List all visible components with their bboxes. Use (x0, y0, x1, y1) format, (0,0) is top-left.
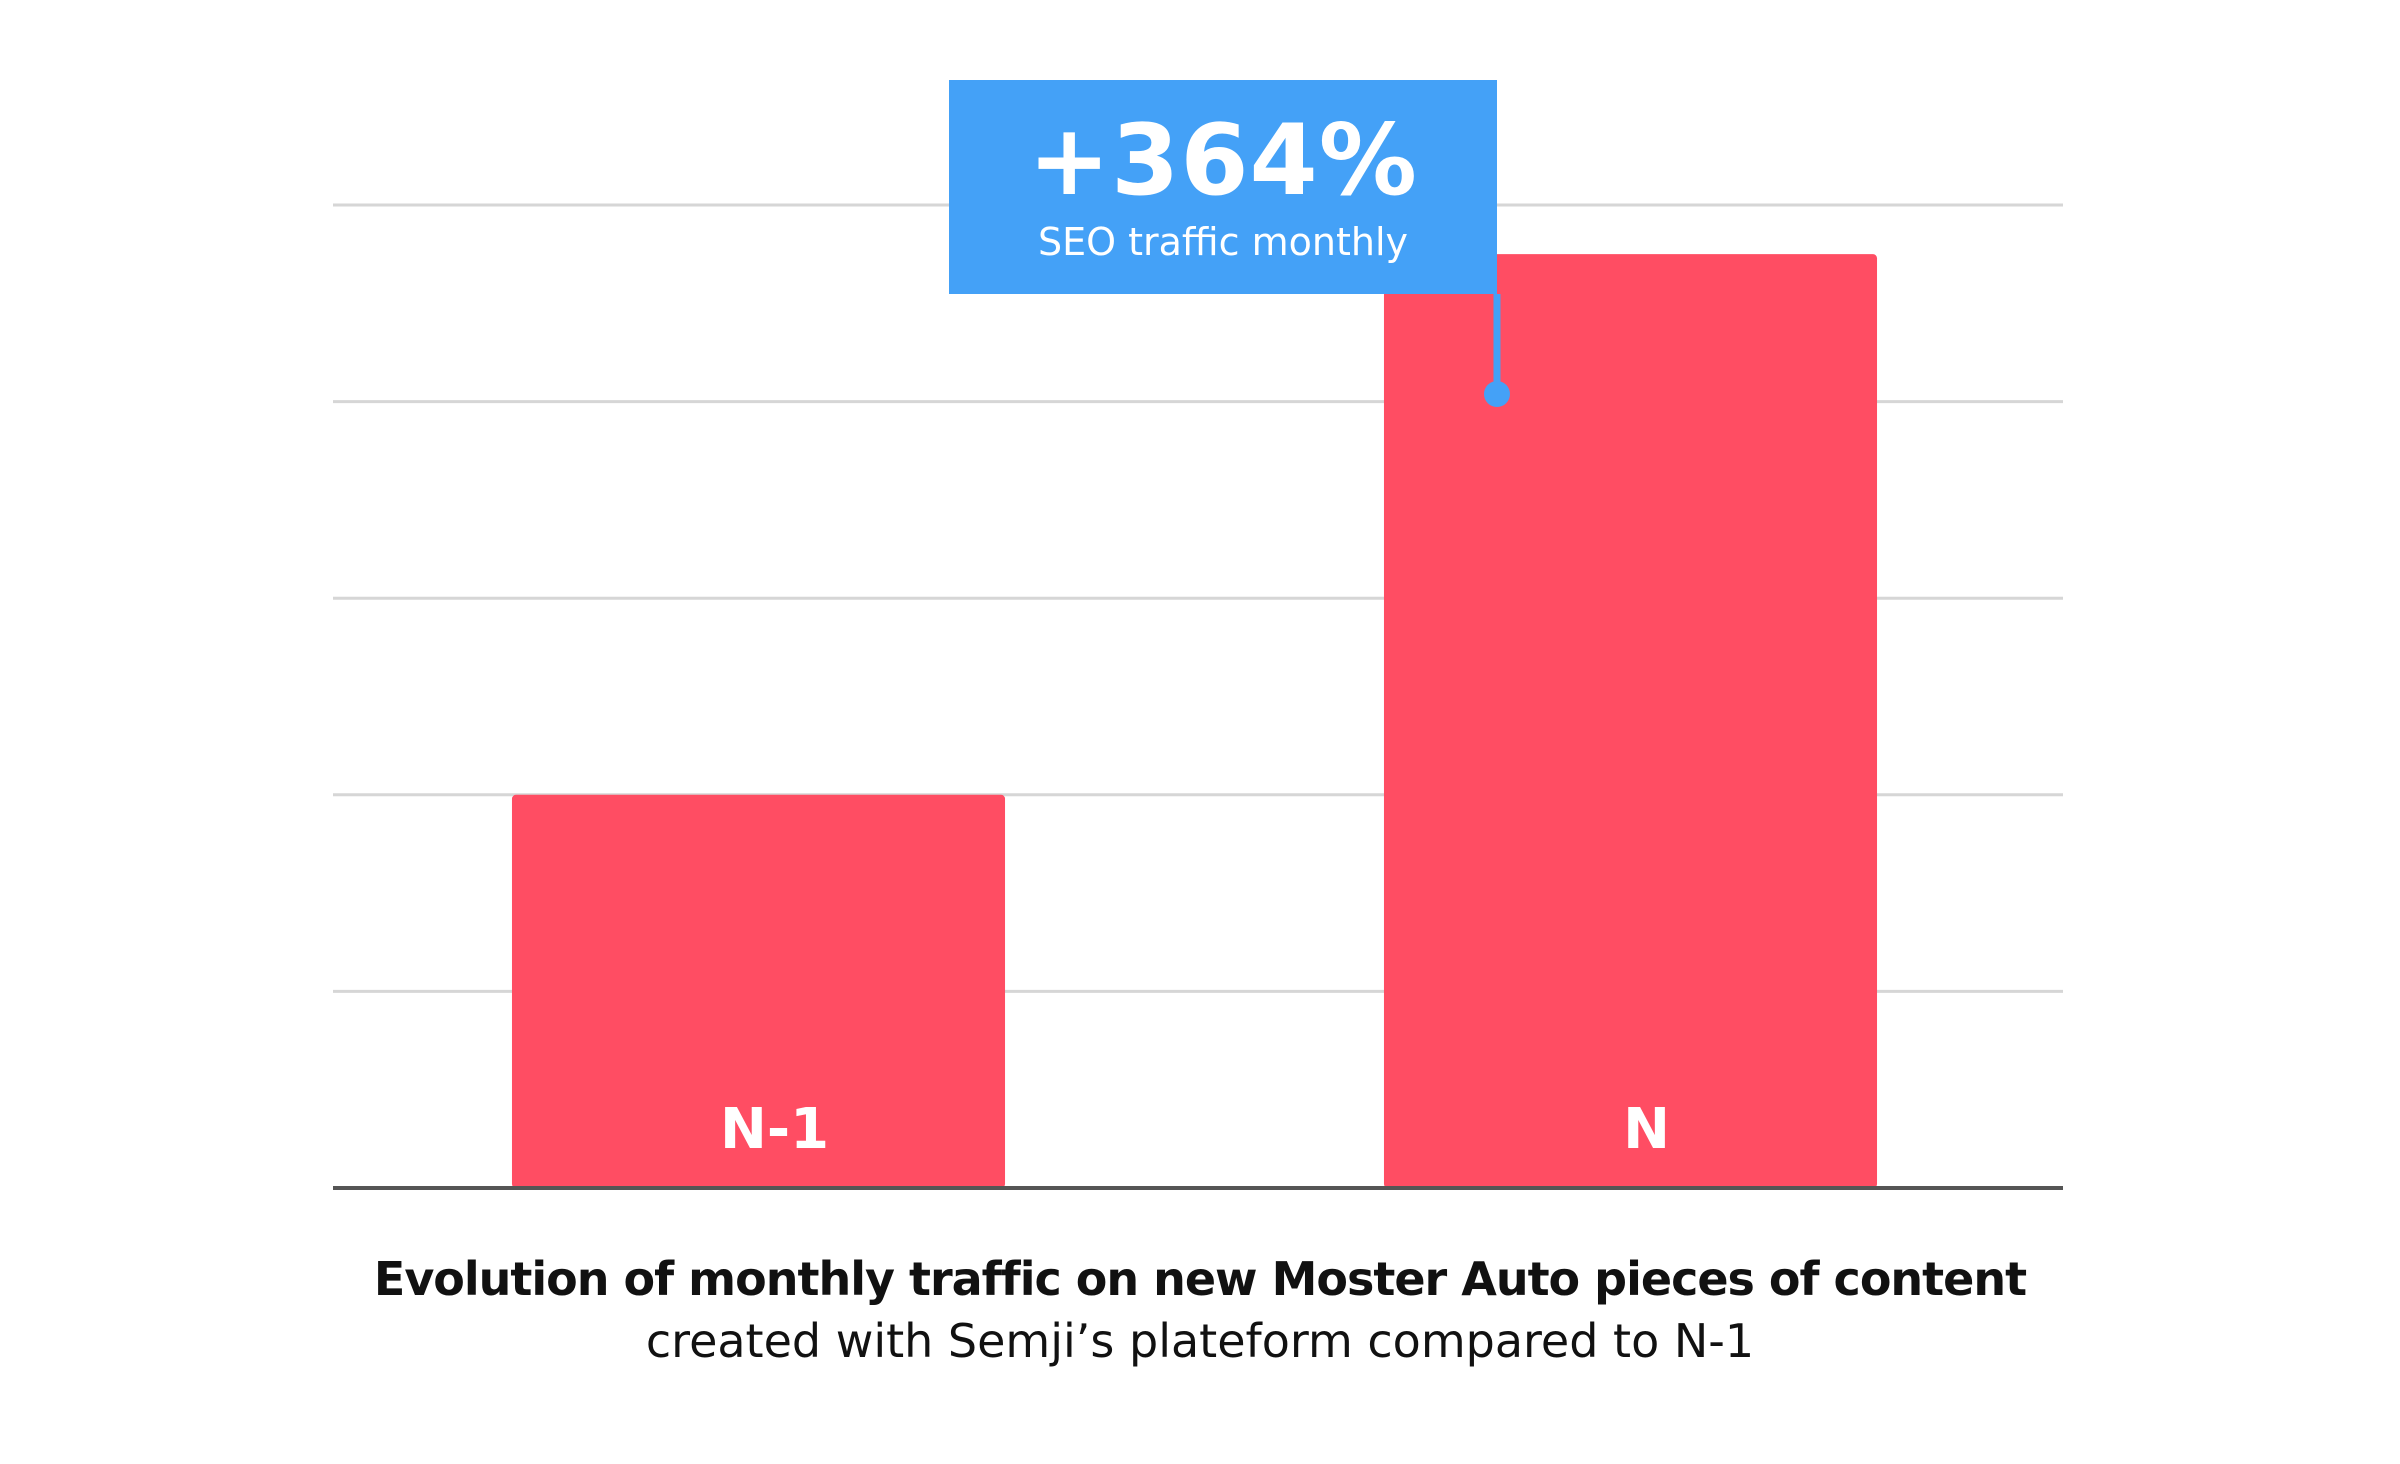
bar-n (1383, 254, 1878, 1188)
growth-callout: +364% SEO traffic monthly (949, 80, 1497, 294)
growth-label: SEO traffic monthly (1037, 220, 1409, 264)
bar-n-1 (511, 794, 1006, 1188)
growth-percentage: +364% (1028, 104, 1418, 218)
callout-connector (1483, 294, 1510, 407)
bars (511, 254, 1878, 1188)
connector-dot (1483, 381, 1510, 407)
chart-title: Evolution of monthly traffic on new Most… (373, 1252, 2027, 1306)
chart-subtitle: created with Semji’s plateform compared … (645, 1314, 1755, 1368)
bar-labels: N-1 N (720, 1097, 1670, 1162)
bar-label-n: N (1623, 1097, 1670, 1162)
bar-label-n-1: N-1 (720, 1097, 829, 1162)
